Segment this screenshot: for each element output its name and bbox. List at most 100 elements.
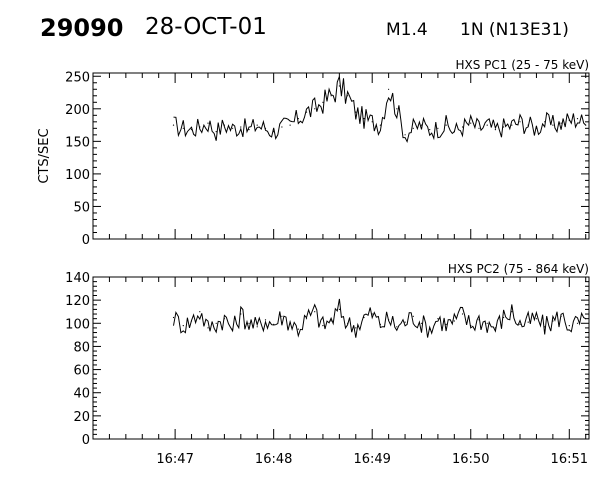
panel-2-data-point (453, 320, 455, 322)
panel-2-data-point (330, 320, 332, 322)
panel-2-data-point (371, 313, 373, 315)
y-tick-label: 100 (65, 317, 90, 332)
panel-2-data-point (240, 313, 242, 315)
panel-1-data-point (404, 134, 406, 136)
panel-2-data-point (420, 322, 423, 324)
panel-1-data-point (297, 118, 299, 120)
panel-1-data-point (223, 124, 225, 126)
panel-1-data-point (453, 131, 455, 133)
panel-1-data-point (544, 121, 546, 123)
panel-1-series-line (173, 76, 587, 144)
panel-2-data-point (470, 325, 472, 327)
panel-2-data-point (248, 322, 250, 324)
panel-1-data-point (199, 126, 201, 128)
panel-1-data-point (172, 124, 175, 126)
panel-2-data-point (273, 323, 275, 325)
y-tick-label: 150 (65, 135, 90, 150)
panel-1-data-point (527, 124, 529, 126)
panel-2-data-point (412, 315, 414, 317)
panel-2-data-point (503, 316, 505, 319)
panel-2-data-point (199, 311, 201, 313)
event-date: 28-OCT-01 (145, 14, 267, 40)
panel-2-data-point (338, 308, 340, 310)
panel-2-data-point (437, 318, 439, 320)
panel-1-data-point (232, 127, 234, 129)
x-tick-label: 16:50 (452, 452, 489, 467)
panel-1-data-point (338, 85, 340, 87)
panel-1-data-point (182, 127, 184, 129)
panel-2-data-point (544, 326, 546, 328)
panel-2-data-point (445, 323, 447, 325)
panel-1-data-point (190, 129, 193, 131)
panel-1-data-point (511, 124, 513, 126)
panel-2-data-point (322, 325, 324, 327)
y-tick-label: 0 (82, 233, 90, 248)
panel-1-data-point (486, 124, 488, 126)
panel-2-data-point (535, 318, 538, 320)
panel-2-data-point (314, 311, 316, 313)
panel-2-data-point (585, 318, 587, 320)
x-tick-label: 16:49 (353, 452, 390, 467)
panel-1-title: HXS PC1 (25 - 75 keV) (455, 58, 589, 72)
panel-2-title: HXS PC2 (75 - 864 keV) (448, 262, 589, 276)
panel-1-data-point (256, 124, 258, 126)
panel-1-data-point (470, 122, 472, 124)
x-tick-label: 16:51 (551, 452, 588, 467)
panel-1-data-point (494, 129, 496, 131)
event-id: 29090 (40, 14, 124, 42)
panel-2-series-line (173, 298, 586, 338)
panel-2-data-point (232, 328, 234, 330)
panel-1-data-point (420, 124, 423, 126)
panel-1-data-point (388, 88, 390, 90)
panel-2-data-point (379, 323, 381, 325)
panel-1-data-point (207, 122, 209, 124)
flare-class: M1.4 (386, 20, 428, 40)
panel-1-data-point (560, 122, 562, 124)
panel-2-data-point (305, 318, 308, 320)
panel-2-frame (92, 276, 590, 440)
panel-2-data-point (527, 321, 529, 323)
panel-2-data-point (256, 326, 258, 328)
panel-1-data-point (429, 129, 431, 131)
panel-1-data-point (535, 127, 538, 129)
panel-1-data-point (519, 121, 521, 123)
panel-1-data-point (445, 124, 447, 126)
panel-1-data-point (215, 131, 217, 133)
y-tick-label: 40 (73, 387, 90, 402)
panel-2-data-point (486, 322, 488, 324)
panel-1-data-point (379, 124, 381, 126)
panel-1-data-point (314, 108, 316, 110)
panel-2-data-point (347, 322, 349, 324)
panel-2-data-point (396, 326, 398, 328)
panel-2-data-point (172, 316, 175, 319)
panel-1-data-point (437, 127, 439, 129)
panel-2-data-point (404, 321, 406, 323)
flare-location: 1N (N13E31) (460, 20, 569, 40)
panel-1-data-point (503, 126, 505, 128)
y-tick-label: 50 (73, 200, 90, 215)
panel-1-data-point (568, 119, 570, 122)
y-tick-label: 20 (73, 410, 90, 425)
panel-2-data-point (355, 327, 357, 329)
panel-1-data-point (412, 127, 414, 129)
panel-2-data-point (281, 315, 283, 317)
y-tick-label: 250 (65, 70, 90, 85)
panel-1-data-point (273, 131, 275, 133)
panel-1-data-point (322, 101, 324, 103)
x-tick-label: 16:47 (156, 452, 193, 467)
panel-2-data-point (429, 328, 431, 330)
y-tick-label: 100 (65, 168, 90, 183)
panel-2-data-point (494, 327, 496, 329)
panel-2-data-point (289, 321, 291, 323)
panel-2-data-point (207, 327, 209, 329)
panel-1-data-point (264, 127, 267, 129)
panel-2-data-point (461, 313, 464, 315)
y-tick-label: 140 (65, 271, 90, 286)
panel-2-data-point (190, 320, 193, 322)
panel-1-data-point (248, 129, 250, 131)
y-tick-label: 120 (65, 294, 90, 309)
panel-2-data-point (568, 325, 570, 327)
panel-1-data-point (289, 124, 291, 126)
panel-2-data-point (478, 319, 480, 321)
